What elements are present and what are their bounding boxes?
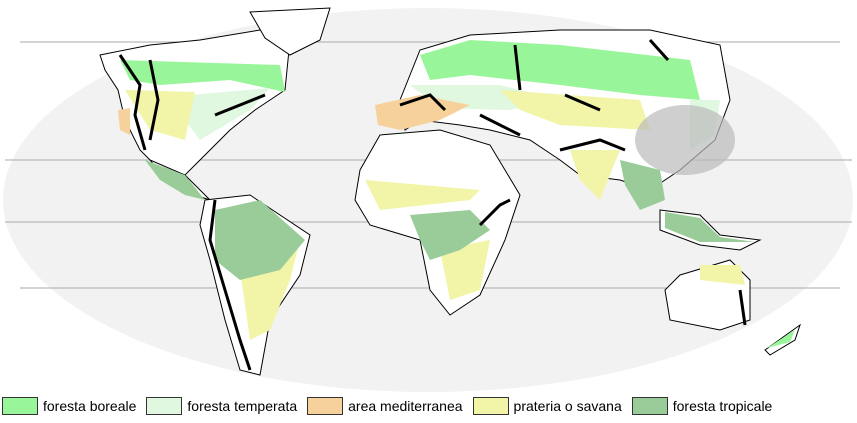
greenland bbox=[249, 7, 331, 56]
prateria-au bbox=[700, 265, 745, 285]
tropicale-islands bbox=[665, 212, 755, 242]
legend-label: foresta temperata bbox=[187, 398, 298, 414]
prateria-africa bbox=[365, 180, 480, 210]
legend: foresta boreale foresta temperata area m… bbox=[0, 393, 857, 419]
legend-swatch bbox=[472, 397, 509, 415]
legend-swatch bbox=[307, 397, 344, 415]
prateria-na bbox=[125, 90, 195, 140]
med-na bbox=[118, 108, 130, 135]
tropicale-africa bbox=[410, 210, 490, 260]
mountain-ranges bbox=[118, 38, 747, 371]
legend-swatch bbox=[2, 397, 38, 415]
tropicale-ca bbox=[145, 160, 205, 200]
med-europe bbox=[375, 95, 470, 130]
legend-item-foresta-tropicale: foresta tropicale bbox=[630, 397, 773, 415]
boreale-nz bbox=[767, 330, 795, 348]
legend-item-foresta-boreale: foresta boreale bbox=[0, 397, 136, 415]
biomes bbox=[118, 40, 795, 348]
legend-item-prateria-o-savana: prateria o savana bbox=[471, 397, 622, 415]
legend-label: area mediterranea bbox=[348, 398, 463, 414]
prateria-africa-s bbox=[440, 240, 490, 300]
legend-swatch bbox=[146, 397, 183, 415]
boreale-north-america bbox=[120, 60, 285, 92]
legend-swatch bbox=[631, 397, 668, 415]
legend-label: foresta boreale bbox=[43, 398, 137, 414]
tropicale-asia bbox=[620, 160, 665, 210]
prateria-asia bbox=[500, 90, 650, 130]
legend-label: prateria o savana bbox=[513, 398, 622, 414]
world-biome-map bbox=[3, 7, 853, 392]
legend-label: foresta tropicale bbox=[672, 398, 773, 414]
boreale-eurasia bbox=[420, 40, 700, 100]
legend-item-area-mediterranea: area mediterranea bbox=[305, 397, 463, 415]
highlight-region-east-asia bbox=[635, 105, 735, 175]
legend-item-foresta-temperata: foresta temperata bbox=[144, 397, 297, 415]
tropicale-sa bbox=[215, 200, 305, 280]
prateria-india bbox=[570, 150, 620, 200]
